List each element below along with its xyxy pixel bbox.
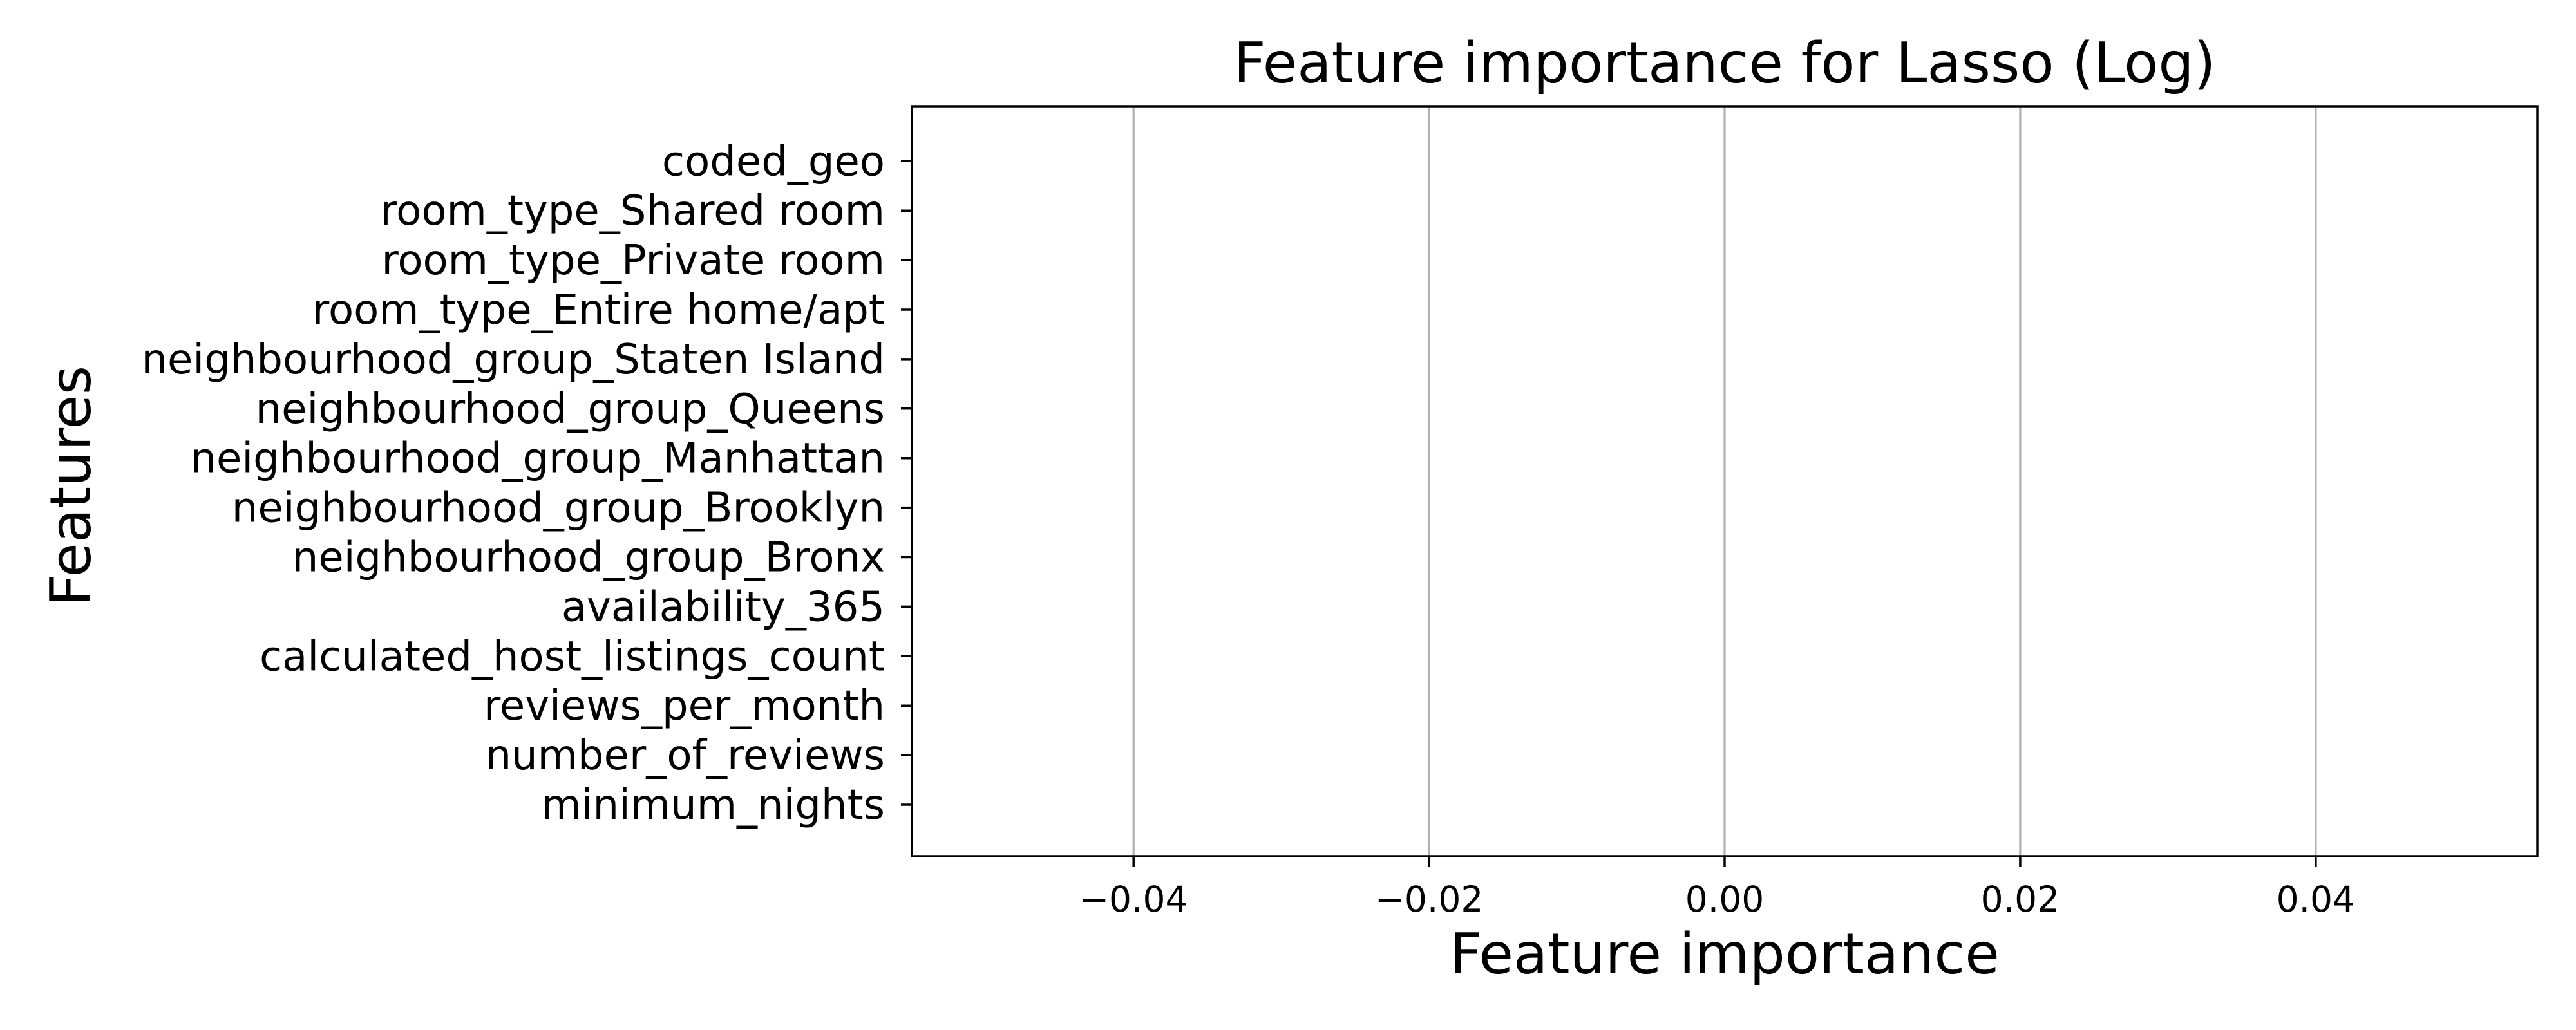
y-tick-label: neighbourhood_group_Brooklyn [232,485,885,532]
y-tick-label: room_type_Shared room [380,187,885,235]
y-tick-label: coded_geo [662,138,885,185]
y-axis-label: Features [38,366,104,606]
y-tick-label: neighbourhood_group_Bronx [292,534,885,582]
y-tick-label: minimum_nights [541,782,885,829]
chart-title: Feature importance for Lasso (Log) [1233,30,2215,96]
x-tick-label: 0.00 [1685,879,1764,920]
y-axis: minimum_nightsnumber_of_reviewsreviews_p… [141,138,912,829]
x-tick-label: 0.02 [1981,879,2060,920]
x-axis: −0.04 −0.02 0.00 0.02 0.04 [1079,856,2355,920]
x-tick-label: −0.04 [1079,879,1188,920]
y-tick-label: room_type_Private room [381,237,885,285]
y-tick-label: room_type_Entire home/apt [312,286,885,334]
x-tick-label: 0.04 [2277,879,2355,920]
x-axis-label: Feature importance [1450,921,1999,987]
y-tick-label: availability_365 [562,583,885,631]
y-tick-label: neighbourhood_group_Queens [256,386,885,433]
y-tick-label: calculated_host_listings_count [260,633,885,680]
y-tick-label: neighbourhood_group_Staten Island [141,336,885,384]
y-tick-label: reviews_per_month [484,682,885,730]
x-tick-label: −0.02 [1375,879,1484,920]
y-tick-label: number_of_reviews [486,732,885,780]
grid-layer [1132,106,2317,856]
y-tick-label: neighbourhood_group_Manhattan [190,435,885,483]
